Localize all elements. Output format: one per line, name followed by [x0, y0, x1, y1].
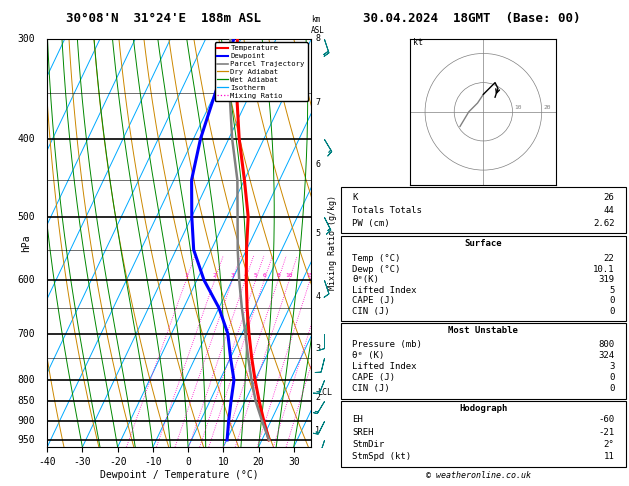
Text: 600: 600: [18, 275, 35, 285]
Text: 0: 0: [609, 307, 615, 316]
Text: 2.62: 2.62: [593, 219, 615, 227]
Text: θᵉ(K): θᵉ(K): [352, 276, 379, 284]
X-axis label: Dewpoint / Temperature (°C): Dewpoint / Temperature (°C): [100, 469, 259, 480]
Text: 10.1: 10.1: [593, 265, 615, 274]
Text: Totals Totals: Totals Totals: [352, 206, 422, 215]
Text: 319: 319: [598, 276, 615, 284]
Text: Hodograph: Hodograph: [459, 403, 508, 413]
Text: 10: 10: [286, 273, 293, 278]
Text: Dewp (°C): Dewp (°C): [352, 265, 401, 274]
Text: LCL: LCL: [316, 388, 331, 398]
Text: 500: 500: [18, 211, 35, 222]
Text: 22: 22: [604, 254, 615, 263]
Text: 850: 850: [18, 396, 35, 406]
Text: 6: 6: [315, 159, 320, 169]
Text: 7: 7: [315, 98, 320, 107]
Text: 30.04.2024  18GMT  (Base: 00): 30.04.2024 18GMT (Base: 00): [363, 12, 581, 25]
Text: 400: 400: [18, 134, 35, 144]
Text: kt: kt: [413, 38, 423, 47]
Text: 2: 2: [213, 273, 216, 278]
Text: 1: 1: [315, 426, 320, 435]
Text: Pressure (mb): Pressure (mb): [352, 340, 422, 349]
Text: PW (cm): PW (cm): [352, 219, 390, 227]
Text: 800: 800: [598, 340, 615, 349]
Text: 15: 15: [306, 273, 314, 278]
Text: 324: 324: [598, 351, 615, 360]
Text: CIN (J): CIN (J): [352, 307, 390, 316]
Text: 30°08'N  31°24'E  188m ASL: 30°08'N 31°24'E 188m ASL: [66, 12, 261, 25]
Text: 5: 5: [253, 273, 257, 278]
Text: 8: 8: [315, 35, 320, 43]
Text: 900: 900: [18, 416, 35, 426]
Text: CIN (J): CIN (J): [352, 384, 390, 393]
Text: 4: 4: [315, 293, 320, 301]
Text: StmDir: StmDir: [352, 440, 384, 449]
Text: θᵉ (K): θᵉ (K): [352, 351, 384, 360]
Text: © weatheronline.co.uk: © weatheronline.co.uk: [426, 471, 530, 480]
Text: 11: 11: [604, 452, 615, 461]
Text: 2°: 2°: [604, 440, 615, 449]
Text: Surface: Surface: [465, 239, 502, 248]
Text: 0: 0: [609, 373, 615, 382]
Text: 0: 0: [609, 296, 615, 305]
Text: 3: 3: [609, 362, 615, 371]
Text: EH: EH: [352, 416, 363, 424]
Text: 0: 0: [609, 384, 615, 393]
Text: Lifted Index: Lifted Index: [352, 286, 417, 295]
Text: km
ASL: km ASL: [311, 16, 325, 35]
Text: 26: 26: [604, 192, 615, 202]
Text: 4: 4: [243, 273, 247, 278]
Text: 3: 3: [230, 273, 234, 278]
Text: 950: 950: [18, 435, 35, 445]
Text: 300: 300: [18, 34, 35, 44]
Text: K: K: [352, 192, 358, 202]
Text: Mixing Ratio (g/kg): Mixing Ratio (g/kg): [328, 195, 337, 291]
Text: 3: 3: [315, 344, 320, 353]
Text: 44: 44: [604, 206, 615, 215]
Text: CAPE (J): CAPE (J): [352, 296, 395, 305]
Text: SREH: SREH: [352, 428, 374, 436]
Text: 20: 20: [543, 105, 550, 110]
Text: 2: 2: [315, 393, 320, 401]
Legend: Temperature, Dewpoint, Parcel Trajectory, Dry Adiabat, Wet Adiabat, Isotherm, Mi: Temperature, Dewpoint, Parcel Trajectory…: [214, 42, 308, 102]
Text: Most Unstable: Most Unstable: [448, 326, 518, 335]
Text: 700: 700: [18, 329, 35, 339]
Text: Temp (°C): Temp (°C): [352, 254, 401, 263]
Text: 1: 1: [184, 273, 188, 278]
Text: 10: 10: [514, 105, 521, 110]
Text: StmSpd (kt): StmSpd (kt): [352, 452, 411, 461]
Text: Lifted Index: Lifted Index: [352, 362, 417, 371]
Text: 6: 6: [262, 273, 266, 278]
Text: 5: 5: [609, 286, 615, 295]
Text: -21: -21: [598, 428, 615, 436]
Text: 800: 800: [18, 375, 35, 385]
Text: hPa: hPa: [21, 234, 31, 252]
Text: 5: 5: [315, 229, 320, 238]
Text: CAPE (J): CAPE (J): [352, 373, 395, 382]
Text: 8: 8: [276, 273, 280, 278]
Text: -60: -60: [598, 416, 615, 424]
